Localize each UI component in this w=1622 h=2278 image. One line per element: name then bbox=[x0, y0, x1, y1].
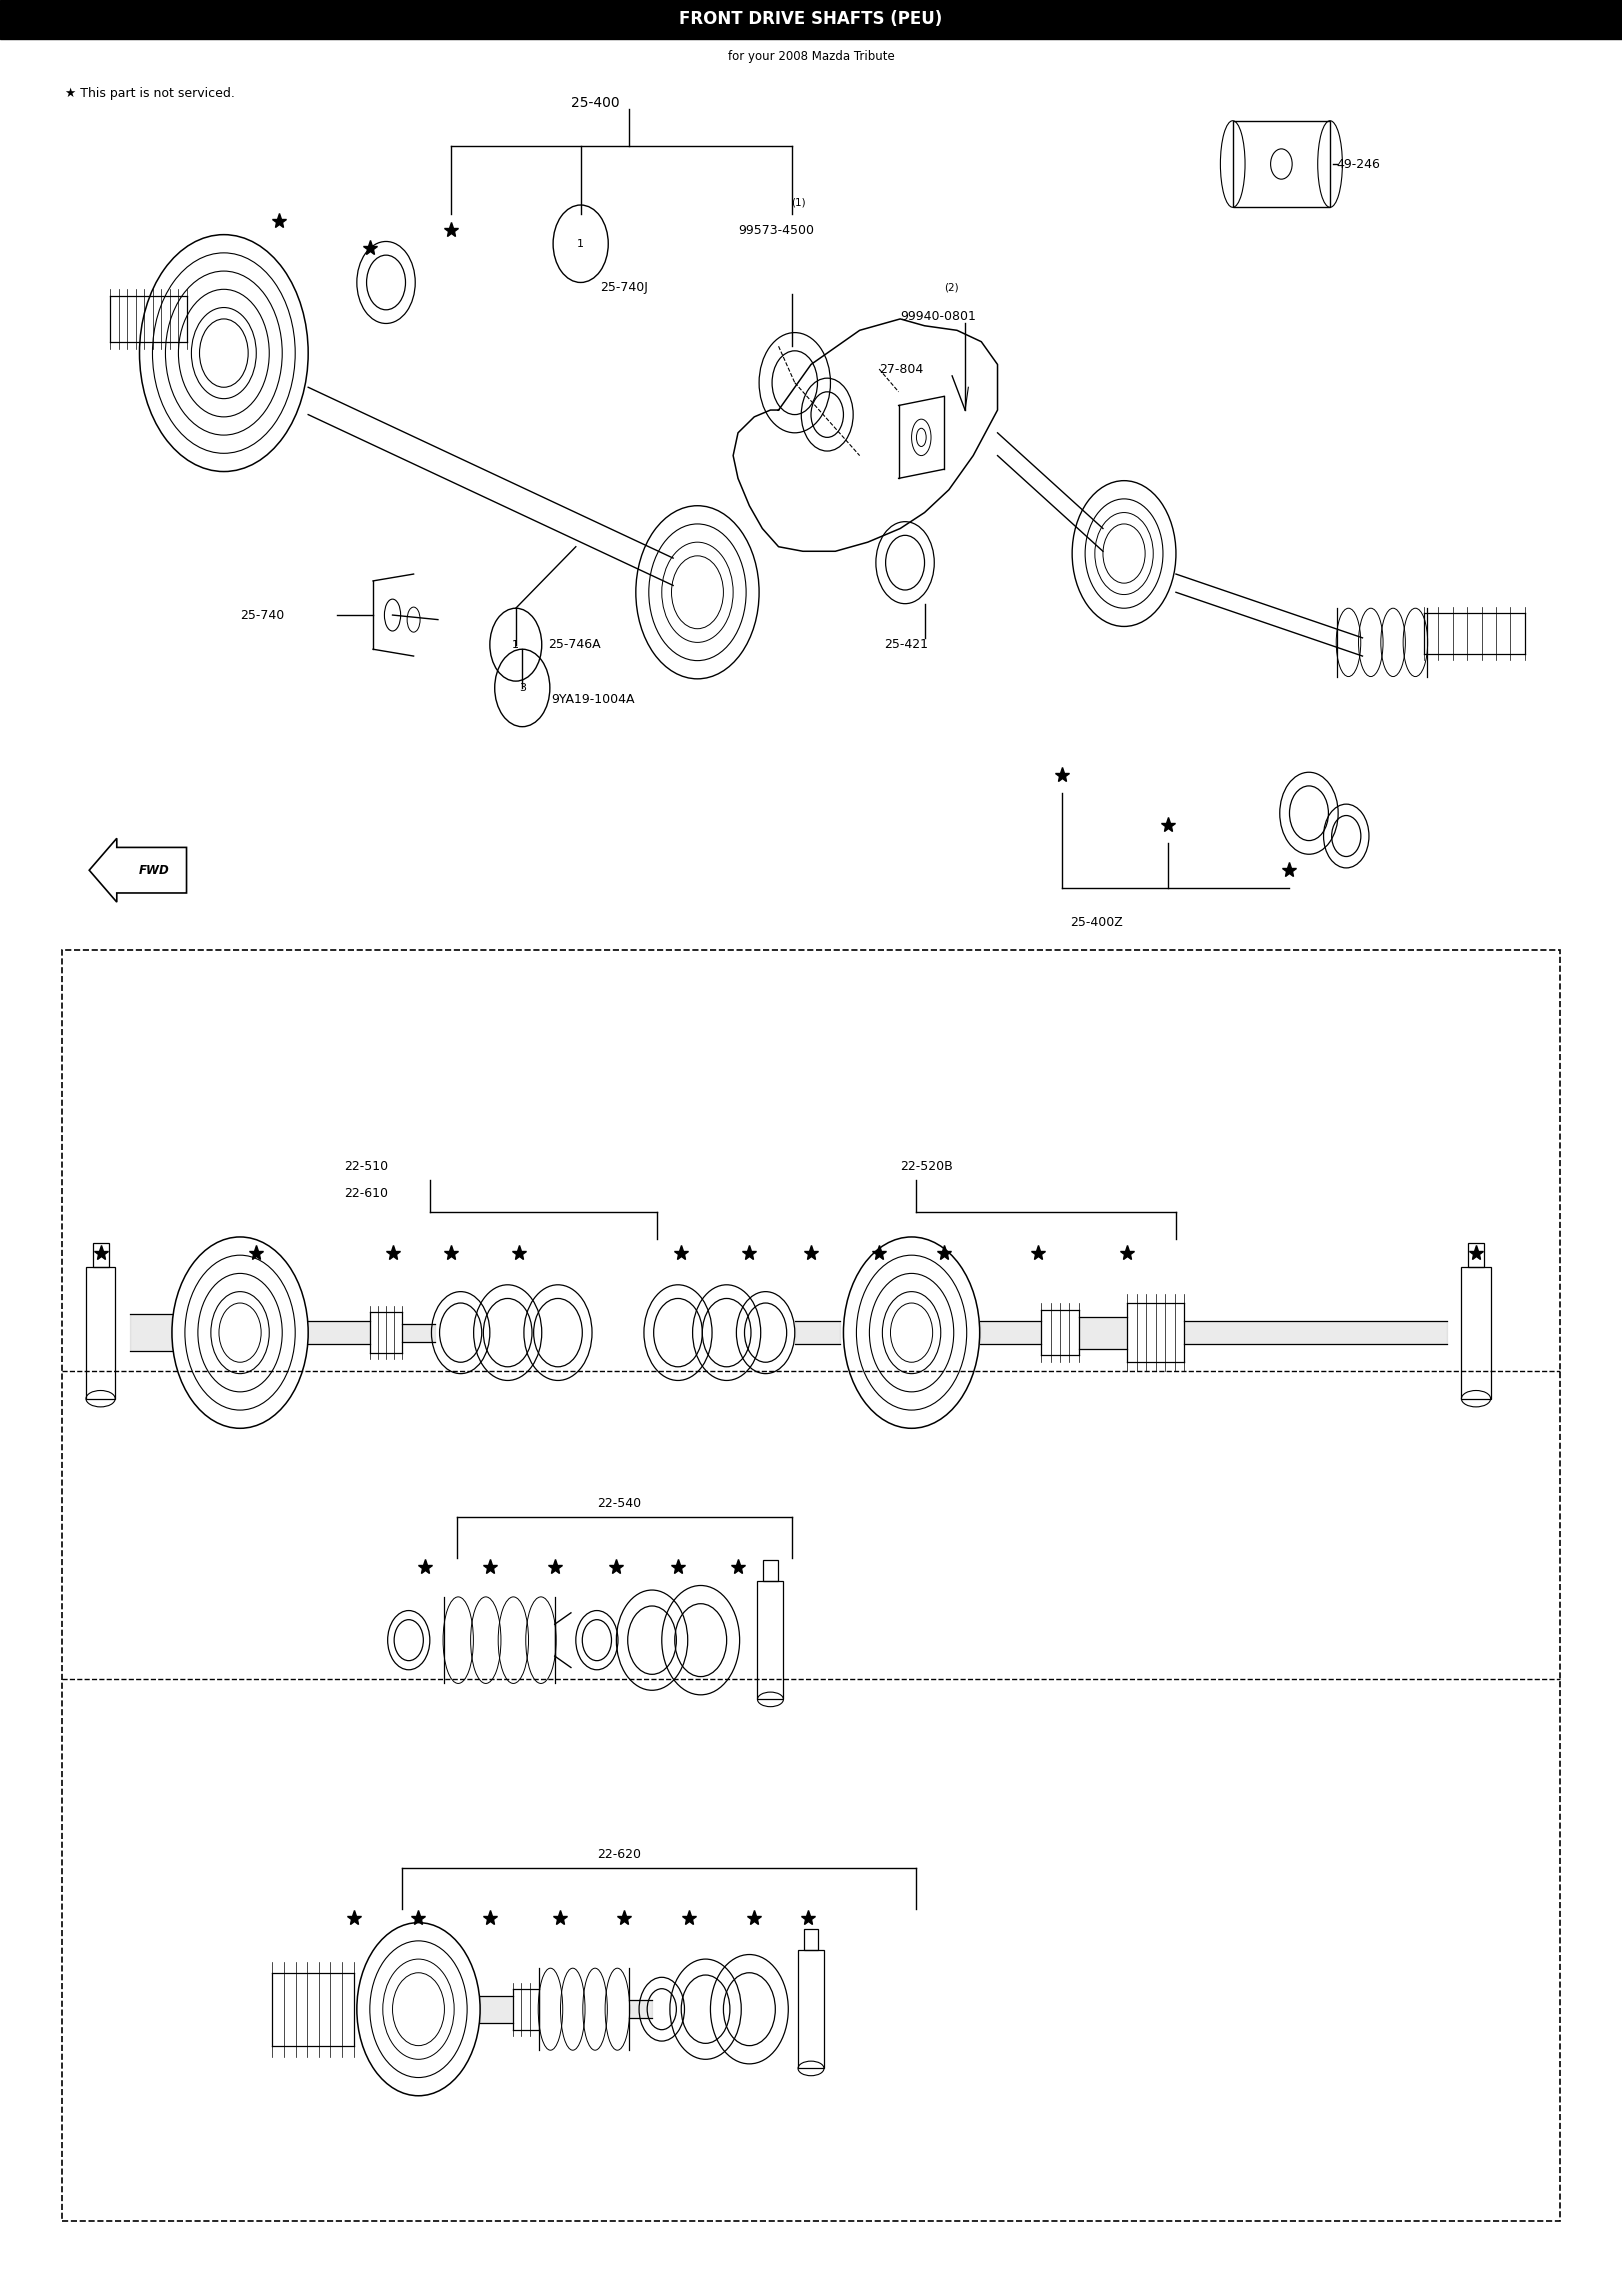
Polygon shape bbox=[795, 1321, 840, 1344]
Text: 1: 1 bbox=[577, 239, 584, 248]
Text: 99940-0801: 99940-0801 bbox=[900, 310, 976, 323]
Bar bbox=[1461, 1267, 1491, 1399]
Text: 49-246: 49-246 bbox=[1337, 157, 1380, 171]
Text: 99573-4500: 99573-4500 bbox=[738, 223, 814, 237]
Text: 9YA19-1004A: 9YA19-1004A bbox=[551, 693, 634, 706]
Text: ★ This part is not serviced.: ★ This part is not serviced. bbox=[65, 87, 235, 100]
Bar bbox=[1468, 1244, 1484, 1267]
Text: 22-540: 22-540 bbox=[597, 1497, 642, 1510]
Bar bbox=[757, 1581, 783, 1699]
Text: 22-510: 22-510 bbox=[344, 1160, 388, 1173]
Bar bbox=[0, 0, 1622, 39]
Bar bbox=[1233, 121, 1330, 207]
Text: 25-421: 25-421 bbox=[884, 638, 928, 652]
Text: FRONT DRIVE SHAFTS (PEU): FRONT DRIVE SHAFTS (PEU) bbox=[680, 11, 942, 27]
Text: (2): (2) bbox=[944, 282, 959, 292]
Text: 25-400Z: 25-400Z bbox=[1071, 916, 1124, 929]
Polygon shape bbox=[629, 2000, 652, 2018]
Text: 22-620: 22-620 bbox=[597, 1847, 642, 1861]
Text: 25-740J: 25-740J bbox=[600, 280, 649, 294]
Text: 1: 1 bbox=[513, 640, 519, 649]
Text: 25-746A: 25-746A bbox=[548, 638, 600, 652]
Text: 25-740: 25-740 bbox=[240, 608, 284, 622]
Bar bbox=[764, 1560, 777, 1581]
Text: 25-400: 25-400 bbox=[571, 96, 620, 109]
Bar bbox=[92, 1244, 109, 1267]
Polygon shape bbox=[1079, 1317, 1127, 1349]
Text: 27-804: 27-804 bbox=[879, 362, 923, 376]
Polygon shape bbox=[308, 1321, 370, 1344]
Text: 22-610: 22-610 bbox=[344, 1187, 388, 1201]
Text: (1): (1) bbox=[792, 198, 806, 207]
Polygon shape bbox=[480, 1996, 513, 2023]
Polygon shape bbox=[1184, 1321, 1447, 1344]
Bar bbox=[86, 1267, 115, 1399]
Text: 22-520B: 22-520B bbox=[900, 1160, 954, 1173]
Bar bbox=[798, 1950, 824, 2068]
Text: FWD: FWD bbox=[139, 863, 169, 877]
Polygon shape bbox=[130, 1314, 172, 1351]
Text: 3: 3 bbox=[519, 683, 526, 693]
Bar bbox=[805, 1929, 817, 1950]
Polygon shape bbox=[980, 1321, 1041, 1344]
Polygon shape bbox=[402, 1324, 435, 1342]
Text: for your 2008 Mazda Tribute: for your 2008 Mazda Tribute bbox=[728, 50, 894, 64]
